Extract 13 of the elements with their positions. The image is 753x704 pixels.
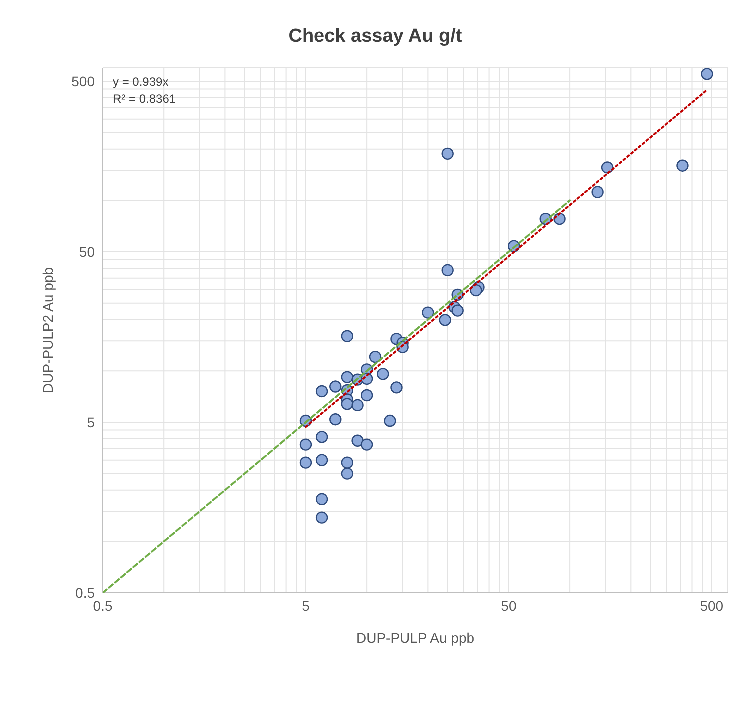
chart-title: Check assay Au g/t <box>288 26 464 48</box>
y-tick-label: 500 <box>72 73 96 90</box>
y-axis-title: DUP-PULP2 Au ppb <box>40 267 56 394</box>
annotation: y = 0.939x <box>113 74 170 91</box>
annotation: R² = 0.8361 <box>113 91 176 108</box>
y-tick-label: 5 <box>87 414 96 430</box>
y-tick-label: 50 <box>79 244 96 260</box>
x-tick-label: 5 <box>302 598 310 614</box>
x-tick-label: 0.5 <box>93 598 113 614</box>
y-tick-label: 0.5 <box>76 584 96 601</box>
x-axis-title: DUP-PULP Au ppb <box>356 630 475 646</box>
x-tick-label: 500 <box>700 598 724 614</box>
x-tick-label: 50 <box>501 598 517 614</box>
